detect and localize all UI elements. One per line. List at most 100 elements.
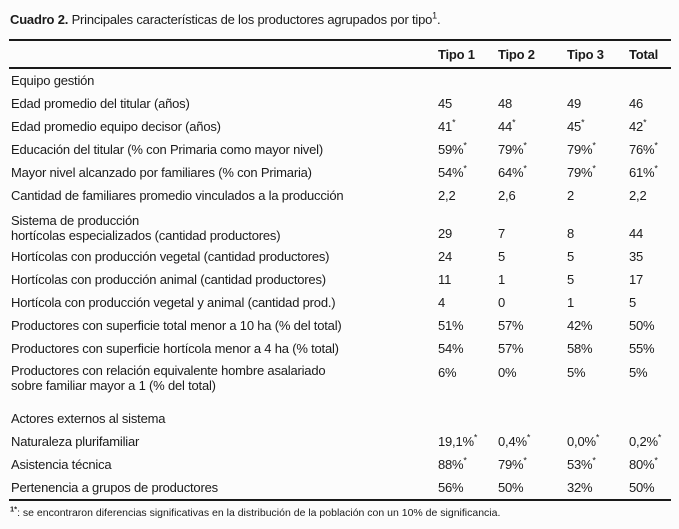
- row-label: Hortícolas con producción animal (cantid…: [11, 272, 326, 287]
- significance-asterisk: *: [463, 140, 467, 151]
- column-header-total: Total: [629, 46, 659, 62]
- row-label: Hortícolas con producción vegetal (canti…: [11, 249, 330, 264]
- title-footnote-ref: 1: [432, 10, 437, 21]
- table-row: Sistema de producción hortícolas especia…: [9, 207, 671, 245]
- cell-tipo1: 51%: [438, 318, 464, 333]
- cell-tipo3: 32%: [567, 480, 593, 495]
- cell-tipo1: 11: [438, 272, 452, 287]
- significance-asterisk: *: [595, 432, 600, 443]
- cell-tipo1: 41*: [438, 117, 456, 134]
- column-header-tipo1: Tipo 1: [438, 46, 475, 62]
- significance-asterisk: *: [654, 163, 658, 174]
- row-label-line2: sobre familiar mayor a 1 (% del total): [11, 378, 216, 393]
- cell-total: 80%*: [629, 455, 658, 472]
- row-label: Edad promedio equipo decisor (años): [11, 119, 221, 134]
- significance-asterisk: *: [654, 140, 658, 151]
- significance-asterisk: *: [657, 432, 662, 443]
- cell-tipo3: 58%: [567, 341, 593, 356]
- table-row: Asistencia técnica 88%* 79%* 53%* 80%*: [9, 453, 671, 476]
- significance-asterisk: *: [581, 117, 585, 128]
- cell-tipo3: 49: [567, 96, 582, 111]
- cell-total: 55%: [629, 341, 655, 356]
- cell-tipo2: 0,4%*: [498, 432, 531, 449]
- table-row: Productores con superficie hortícola men…: [9, 337, 671, 360]
- significance-asterisk: *: [512, 117, 516, 128]
- row-label: Productores con superficie hortícola men…: [11, 341, 339, 356]
- row-label: Educación del titular (% con Primaria co…: [11, 142, 323, 157]
- table-row: Mayor nivel alcanzado por familiares (% …: [9, 161, 671, 184]
- cell-tipo1: 2,2: [438, 188, 456, 203]
- row-label: Actores externos al sistema: [11, 411, 166, 426]
- cell-tipo3: 5%: [567, 365, 586, 380]
- significance-asterisk: *: [523, 140, 527, 151]
- cell-total: 0,2%*: [629, 432, 662, 449]
- cell-tipo2: 79%*: [498, 140, 527, 157]
- table-row: Pertenencia a grupos de productores 56% …: [9, 476, 671, 499]
- cell-tipo2: 0: [498, 295, 506, 310]
- significance-asterisk: *: [526, 432, 531, 443]
- table-row: Productores con superficie total menor a…: [9, 314, 671, 337]
- table-row: Hortícolas con producción animal (cantid…: [9, 268, 671, 291]
- cell-tipo2: 2,6: [498, 188, 516, 203]
- cell-tipo3: 8: [567, 226, 575, 241]
- cell-tipo1: 6%: [438, 365, 457, 380]
- significance-asterisk: *: [523, 455, 527, 466]
- row-label: Cantidad de familiares promedio vinculad…: [11, 188, 344, 203]
- significance-asterisk: *: [473, 432, 478, 443]
- cell-tipo1: 56%: [438, 480, 464, 495]
- significance-asterisk: *: [643, 117, 647, 128]
- cell-tipo3: 42%: [567, 318, 593, 333]
- cell-total: 76%*: [629, 140, 658, 157]
- cell-tipo2: 0%: [498, 365, 517, 380]
- column-header-tipo2: Tipo 2: [498, 46, 535, 62]
- row-label-line1: Sistema de producción: [11, 213, 140, 228]
- data-table: Tipo 1 Tipo 2 Tipo 3 Total Equipo gestió…: [9, 39, 671, 501]
- cell-tipo2: 50%: [498, 480, 524, 495]
- cell-tipo1: 29: [438, 226, 453, 241]
- significance-asterisk: *: [592, 140, 596, 151]
- row-label: Pertenencia a grupos de productores: [11, 480, 218, 495]
- cell-tipo2: 5: [498, 249, 506, 264]
- cell-total: 46: [629, 96, 644, 111]
- cell-tipo1: 54%*: [438, 163, 467, 180]
- row-label: Productores con relación equivalente hom…: [9, 360, 438, 393]
- row-label: Equipo gestión: [11, 73, 95, 88]
- row-label: Productores con superficie total menor a…: [11, 318, 342, 333]
- table-header-row: Tipo 1 Tipo 2 Tipo 3 Total: [9, 41, 671, 69]
- cell-tipo3: 5: [567, 272, 575, 287]
- cell-total: 35: [629, 249, 644, 264]
- cell-tipo1: 54%: [438, 341, 464, 356]
- significance-asterisk: *: [592, 455, 596, 466]
- cell-tipo2: 7: [498, 226, 506, 241]
- cell-total: 44: [629, 226, 644, 241]
- table-row: Naturaleza plurifamiliar 19,1%* 0,4%* 0,…: [9, 430, 671, 453]
- table-row-section: Actores externos al sistema: [9, 407, 671, 430]
- row-label: Asistencia técnica: [11, 457, 112, 472]
- row-label: Edad promedio del titular (años): [11, 96, 190, 111]
- column-header-tipo3: Tipo 3: [567, 46, 604, 62]
- table-row: Cantidad de familiares promedio vinculad…: [9, 184, 671, 207]
- table-number: Cuadro 2.: [10, 12, 69, 27]
- cell-total: 5%: [629, 365, 648, 380]
- row-label: Mayor nivel alcanzado por familiares (% …: [11, 165, 312, 180]
- title-period: .: [436, 12, 441, 27]
- cell-tipo3: 53%*: [567, 455, 596, 472]
- cell-tipo3: 2: [567, 188, 575, 203]
- cell-tipo1: 4: [438, 295, 446, 310]
- cell-total: 61%*: [629, 163, 658, 180]
- table-row: Edad promedio del titular (años) 45 48 4…: [9, 92, 671, 115]
- table-row: Edad promedio equipo decisor (años) 41* …: [9, 115, 671, 138]
- cell-tipo3: 5: [567, 249, 575, 264]
- row-label: Hortícola con producción vegetal y anima…: [11, 295, 336, 310]
- row-label: Sistema de producción hortícolas especia…: [9, 213, 438, 245]
- cell-total: 50%: [629, 318, 655, 333]
- cell-tipo3: 1: [567, 295, 575, 310]
- cell-total: 17: [629, 272, 644, 287]
- cell-tipo1: 59%*: [438, 140, 467, 157]
- cell-tipo2: 1: [498, 272, 506, 287]
- row-label-line2: hortícolas especializados (cantidad prod…: [11, 228, 281, 243]
- row-label: Naturaleza plurifamiliar: [11, 434, 140, 449]
- table-row: Hortícolas con producción vegetal (canti…: [9, 245, 671, 268]
- cell-tipo2: 79%*: [498, 455, 527, 472]
